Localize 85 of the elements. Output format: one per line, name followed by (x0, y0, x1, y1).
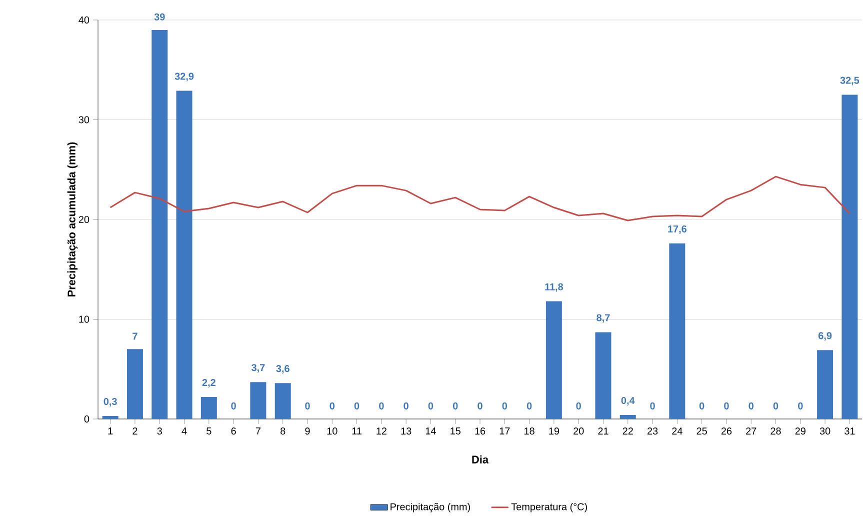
data-label: 0 (330, 402, 335, 410)
data-label: 11,8 (545, 283, 564, 292)
bar (817, 350, 834, 419)
data-label: 0 (798, 402, 803, 410)
data-label: 0,3 (104, 398, 117, 406)
bar (102, 416, 118, 419)
x-tick-label: 18 (524, 428, 534, 435)
y-tick-label: 30 (78, 116, 90, 124)
x-tick-label: 22 (622, 428, 633, 434)
data-label: 3,7 (252, 364, 265, 373)
data-label: 0 (724, 402, 729, 410)
data-label: 3,6 (276, 365, 290, 374)
data-label: 0 (650, 402, 655, 410)
y-tick-label: 0 (84, 415, 90, 423)
data-label: 32,5 (840, 76, 860, 86)
x-tick-label: 2 (132, 428, 138, 434)
data-label: 0 (379, 402, 384, 410)
x-tick-label: 17 (500, 428, 510, 434)
bar (176, 90, 192, 419)
data-label: 17,6 (668, 225, 687, 234)
data-label: 0 (748, 402, 754, 410)
legend-label: Precipitação (mm) (390, 502, 470, 512)
data-label: 8,7 (596, 314, 610, 323)
x-tick-label: 1 (108, 428, 113, 434)
data-label: 0 (428, 402, 434, 410)
data-label: 0 (305, 402, 310, 410)
x-tick-label: 31 (844, 428, 855, 435)
x-tick-label: 5 (206, 428, 212, 434)
x-axis-title: Dia (472, 455, 489, 464)
x-tick-label: 15 (450, 428, 460, 434)
data-label: 0,4 (621, 396, 635, 406)
bar (546, 301, 562, 419)
x-tick-label: 29 (795, 428, 806, 435)
x-tick-label: 30 (820, 428, 830, 435)
x-tick-label: 16 (475, 428, 486, 435)
data-label: 32,9 (174, 72, 194, 82)
data-label: 0 (354, 402, 360, 410)
x-tick-label: 21 (598, 428, 608, 434)
bar (126, 349, 143, 419)
y-tick-label: 40 (78, 16, 90, 24)
x-tick-label: 28 (770, 428, 781, 435)
x-tick-label: 11 (352, 428, 362, 434)
line-series (110, 176, 850, 222)
bar (274, 383, 291, 419)
data-label: 0 (773, 402, 778, 410)
data-label: 7 (132, 332, 138, 340)
data-label: 0 (526, 402, 532, 410)
x-tick-label: 12 (376, 428, 386, 434)
bar (200, 397, 217, 419)
bar (595, 332, 612, 419)
data-label: 0 (231, 402, 236, 410)
bar (669, 243, 686, 419)
x-tick-label: 8 (280, 428, 286, 435)
data-label: 0 (576, 402, 581, 410)
y-tick-label: 10 (79, 316, 90, 323)
bar (842, 94, 858, 419)
data-label: 0 (502, 402, 508, 410)
x-tick-label: 7 (256, 428, 260, 434)
x-tick-label: 14 (426, 428, 436, 434)
data-label: 2,2 (202, 379, 216, 388)
x-tick-label: 13 (401, 428, 412, 435)
x-tick-label: 19 (549, 428, 560, 435)
data-label: 6,9 (818, 332, 832, 341)
x-tick-label: 23 (647, 428, 658, 435)
x-tick-label: 26 (721, 428, 732, 435)
x-tick-label: 10 (327, 428, 338, 435)
x-tick-label: 24 (672, 428, 682, 434)
bar (250, 382, 266, 419)
data-label: 0 (699, 402, 704, 410)
x-tick-label: 4 (182, 428, 187, 434)
data-label: 0 (478, 402, 482, 410)
y-axis-title: Precipitação acumulada (mm) (67, 142, 78, 296)
bar (152, 30, 168, 419)
x-tick-label: 27 (746, 428, 756, 434)
x-tick-label: 9 (305, 428, 310, 435)
y-tick-label: 20 (78, 216, 90, 224)
x-tick-label: 20 (574, 428, 584, 435)
data-label: 0 (452, 402, 458, 410)
x-tick-label: 3 (157, 428, 162, 435)
data-label: 0 (404, 402, 408, 410)
legend-label: Temperatura (°C) (511, 502, 587, 512)
x-tick-label: 25 (696, 428, 707, 435)
data-label: 39 (154, 13, 165, 20)
bar (620, 414, 636, 419)
x-tick-label: 6 (231, 428, 236, 435)
